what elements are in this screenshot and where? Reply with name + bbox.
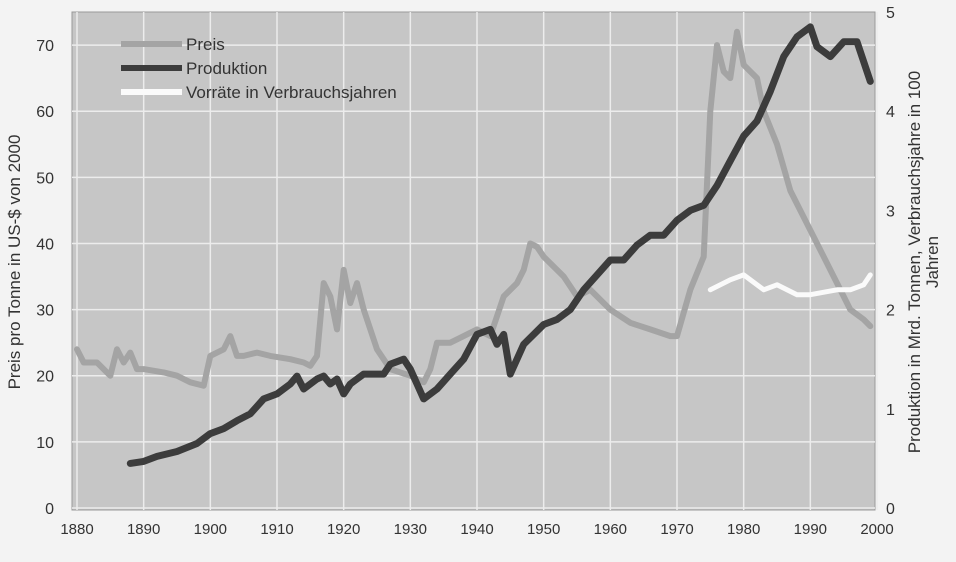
series-lines xyxy=(74,23,874,467)
x-tick-label: 1880 xyxy=(60,521,93,538)
y2-axis-label-line1: Produktion in Mrd. Tonnen, Verbrauchsjah… xyxy=(905,71,924,453)
series-preis xyxy=(74,28,874,389)
x-tick-label: 1950 xyxy=(527,521,560,538)
y-axis-label: Preis pro Tonne in US-$ von 2000 xyxy=(5,135,24,390)
x-tick-label: 1940 xyxy=(460,521,493,538)
series-vorraete xyxy=(707,272,873,298)
legend-label: Vorräte in Verbrauchsjahren xyxy=(186,83,397,102)
y-tick-label: 10 xyxy=(36,435,54,452)
y2-tick-label: 1 xyxy=(886,402,895,419)
y-tick-label: 60 xyxy=(36,104,54,121)
y-axis-right: 0 1 2 3 4 5 xyxy=(886,5,895,518)
x-tick-label: 1920 xyxy=(327,521,360,538)
x-tick-label: 1990 xyxy=(794,521,827,538)
legend-label: Produktion xyxy=(186,59,267,78)
x-tick-label: 1960 xyxy=(594,521,627,538)
y2-tick-label: 2 xyxy=(886,303,895,320)
y2-tick-label: 5 xyxy=(886,5,895,22)
y2-tick-label: 4 xyxy=(886,104,895,121)
legend: Preis Produktion Vorräte in Verbrauchsjahr… xyxy=(121,35,397,102)
x-tick-label: 1970 xyxy=(660,521,693,538)
y2-tick-label: 0 xyxy=(886,501,895,518)
y-axis-left: 0 10 20 30 40 50 60 70 xyxy=(36,38,54,518)
x-tick-label: 1900 xyxy=(194,521,227,538)
y-tick-label: 0 xyxy=(45,501,54,518)
series-produktion xyxy=(126,23,874,467)
y-tick-label: 70 xyxy=(36,38,54,55)
y-tick-label: 30 xyxy=(36,303,54,320)
x-tick-label: 1910 xyxy=(260,521,293,538)
grid xyxy=(72,12,878,510)
x-axis: 1880 1890 1900 1910 1920 1930 1940 1950 1960 1970… xyxy=(60,521,893,538)
legend-label: Preis xyxy=(186,35,225,54)
y2-tick-label: 3 xyxy=(886,203,895,220)
x-tick-label: 1930 xyxy=(394,521,427,538)
x-tick-label: 1980 xyxy=(727,521,760,538)
y-tick-label: 40 xyxy=(36,236,54,253)
y2-axis-label-line2: Jahren xyxy=(923,236,942,288)
y-tick-label: 50 xyxy=(36,170,54,187)
plot-area xyxy=(71,11,876,511)
y-tick-label: 20 xyxy=(36,369,54,386)
x-tick-label: 2000 xyxy=(860,521,893,538)
x-tick-label: 1890 xyxy=(127,521,160,538)
